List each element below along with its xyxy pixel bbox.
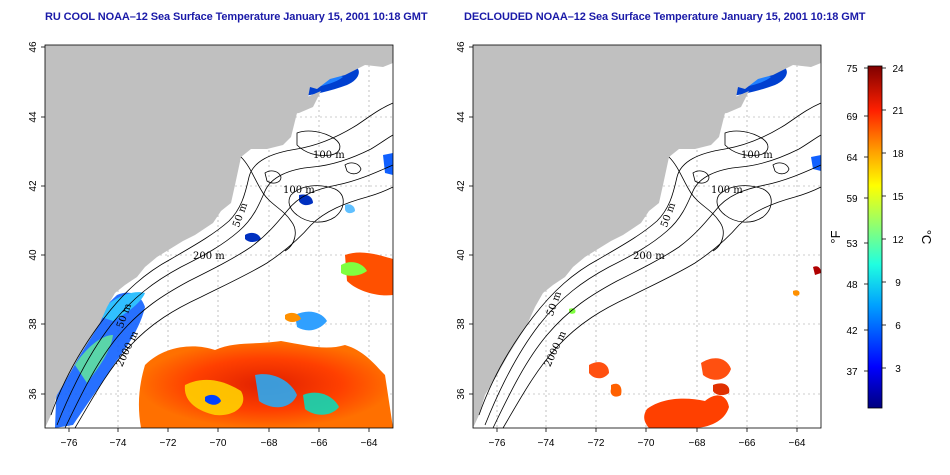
right-x-tick-label: −64	[789, 438, 806, 449]
right-x-tick-label: −68	[689, 438, 706, 449]
left-map: 100 m 100 m 50 m 200 m 50 m 2000 m	[44, 44, 394, 429]
colorbar-f-label: 37	[846, 367, 858, 378]
colorbar-c-label: 15	[892, 192, 904, 203]
colorbar-unit-celsius: °C	[919, 230, 934, 245]
left-y-tick-labels: 46 44 42 40 38 36	[28, 41, 39, 400]
colorbar-c-label: 18	[892, 149, 904, 160]
right-y-tick-label: 38	[456, 318, 467, 330]
right-contour-label-1: 100 m	[741, 150, 773, 161]
left-map-title: RU COOL NOAA–12 Sea Surface Temperature …	[45, 11, 428, 23]
left-x-tick-label: −70	[210, 438, 227, 449]
left-y-tick-label: 40	[28, 249, 39, 261]
right-map-title: DECLOUDED NOAA–12 Sea Surface Temperatur…	[464, 11, 866, 23]
colorbar-f-label: 59	[846, 194, 858, 205]
left-contour-label-1: 100 m	[313, 150, 345, 161]
right-contour-label-2: 100 m	[711, 185, 743, 196]
colorbar-c-label: 12	[892, 235, 904, 246]
right-y-tick-label: 46	[456, 41, 467, 53]
right-contour-label-4: 200 m	[633, 251, 665, 262]
right-y-tick-label: 40	[456, 249, 467, 261]
colorbar-f-label: 42	[846, 326, 858, 337]
left-contour-label-4: 200 m	[193, 251, 225, 262]
left-y-axis	[41, 46, 45, 395]
right-map: 100 m 100 m 50 m 200 m 50 m 2000 m	[472, 44, 822, 429]
left-y-tick-label: 38	[28, 318, 39, 330]
colorbar-f-label: 53	[846, 239, 858, 250]
right-x-tick-label: −76	[489, 438, 506, 449]
left-x-tick-label: −66	[311, 438, 328, 449]
left-y-tick-label: 46	[28, 41, 39, 53]
right-x-tick-label: −72	[588, 438, 605, 449]
colorbar-f-label: 69	[846, 112, 858, 123]
left-x-tick-label: −76	[61, 438, 78, 449]
colorbar-c-label: 21	[892, 106, 904, 117]
left-x-tick-label: −68	[261, 438, 278, 449]
colorbar-f-label: 64	[846, 153, 858, 164]
left-x-axis	[68, 428, 370, 432]
left-y-tick-label: 42	[28, 180, 39, 192]
right-x-tick-label: −66	[739, 438, 756, 449]
colorbar-c-ticks	[882, 67, 886, 369]
left-map-frame	[44, 44, 394, 429]
colorbar: 75 69 64 59 53 48 42 37 24 21 18 15 12 9…	[828, 64, 934, 409]
left-y-tick-label: 44	[28, 111, 39, 123]
right-map-frame	[472, 44, 822, 429]
left-contour-label-2: 100 m	[283, 185, 315, 196]
colorbar-gradient	[867, 65, 883, 409]
left-x-tick-labels: −76 −74 −72 −70 −68 −66 −64	[61, 438, 378, 449]
left-x-tick-label: −64	[361, 438, 378, 449]
right-x-tick-labels: −76 −74 −72 −70 −68 −66 −64	[489, 438, 806, 449]
right-y-tick-label: 36	[456, 388, 467, 400]
colorbar-f-label: 75	[846, 64, 858, 75]
left-x-tick-label: −74	[110, 438, 127, 449]
colorbar-c-label: 3	[895, 364, 901, 375]
colorbar-f-ticks	[864, 67, 868, 372]
right-y-axis	[469, 46, 473, 395]
right-y-tick-label: 44	[456, 111, 467, 123]
right-x-tick-label: −74	[538, 438, 555, 449]
colorbar-unit-fahrenheit: °F	[828, 230, 843, 243]
right-x-axis	[496, 428, 798, 432]
right-y-tick-labels: 46 44 42 40 38 36	[456, 41, 467, 400]
left-y-tick-label: 36	[28, 388, 39, 400]
colorbar-c-label: 6	[895, 321, 901, 332]
colorbar-c-label: 24	[892, 64, 904, 75]
right-x-tick-label: −70	[638, 438, 655, 449]
right-y-tick-label: 42	[456, 180, 467, 192]
colorbar-f-label: 48	[846, 280, 858, 291]
colorbar-c-label: 9	[895, 278, 901, 289]
left-x-tick-label: −72	[160, 438, 177, 449]
